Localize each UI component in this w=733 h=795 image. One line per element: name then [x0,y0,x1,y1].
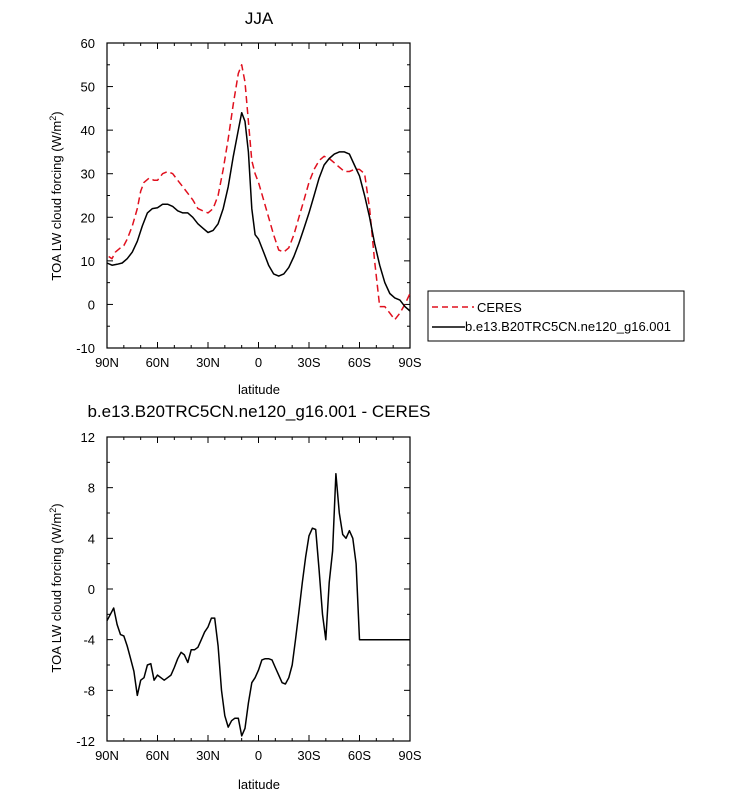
bottom-x-tick-label: 90S [398,748,421,763]
top-x-axis-label: latitude [238,382,280,397]
bottom-plot-frame [106,436,411,742]
bottom-y-tick-label: -8 [83,683,95,698]
top-x-tick-label: 30S [297,355,320,370]
top-y-tick-label: 0 [88,297,95,312]
bottom-plot-area: 90N 60N 30N 0 30S 60S 90S -12 -8 -4 0 4 8 12 [76,430,422,763]
top-y-tick-label: 20 [81,210,95,225]
bottom-y-axis-label: TOA LW cloud forcing (W/m2) [48,503,64,672]
bottom-y-tick-label: -4 [83,633,95,648]
bottom-y-tick-label: 4 [88,531,95,546]
top-y-axis-label: TOA LW cloud forcing (W/m2) [48,111,64,280]
top-x-tick-label: 90S [398,355,421,370]
bottom-x-tick-label: 30N [196,748,220,763]
top-chart-title: JJA [245,9,274,28]
bottom-x-tick-label: 30S [297,748,320,763]
legend-label-model: b.e13.B20TRC5CN.ne120_g16.001 [465,319,671,334]
top-y-tick-label: 10 [81,254,95,269]
top-series-line-ceres [108,64,411,321]
bottom-x-axis-label: latitude [238,777,280,792]
bottom-chart-panel: b.e13.B20TRC5CN.ne120_g16.001 - CERES 90… [48,402,431,792]
bottom-y-tick-label: 0 [88,582,95,597]
top-chart-panel: JJA 90N 60N 30N 0 30S 60S 90S-100102030405060 … [48,9,685,397]
top-x-tick-label: 30N [196,355,220,370]
legend: CERES b.e13.B20TRC5CN.ne120_g16.001 [427,290,685,342]
bottom-chart-title: b.e13.B20TRC5CN.ne120_g16.001 - CERES [87,402,430,421]
top-x-tick-label: 0 [255,355,262,370]
bottom-x-tick-label: 60S [348,748,371,763]
bottom-x-tick-label: 0 [255,748,262,763]
top-y-tick-label: 60 [81,36,95,51]
top-y-tick-label: 50 [81,80,95,95]
top-y-tick-label: -10 [76,341,95,356]
top-plot-area: 90N 60N 30N 0 30S 60S 90S -10 0 10 20 30 40 50 60 [76,36,422,370]
bottom-y-tick-label: 12 [81,430,95,445]
top-series-line-model [106,111,411,312]
bottom-x-tick-label: 60N [146,748,170,763]
top-y-tick-label: 40 [81,123,95,138]
top-x-tick-label: 60N [146,355,170,370]
top-x-tick-label: 60S [348,355,371,370]
bottom-x-tick-label: 90N [95,748,119,763]
bottom-y-tick-label: 8 [88,481,95,496]
legend-box [427,290,685,342]
top-x-tick-label: 90N [95,355,119,370]
bottom-y-tick-label: -12 [76,734,95,749]
top-y-tick-label: 30 [81,167,95,182]
bottom-series-line-difference [106,472,410,737]
legend-label-ceres: CERES [477,300,522,315]
